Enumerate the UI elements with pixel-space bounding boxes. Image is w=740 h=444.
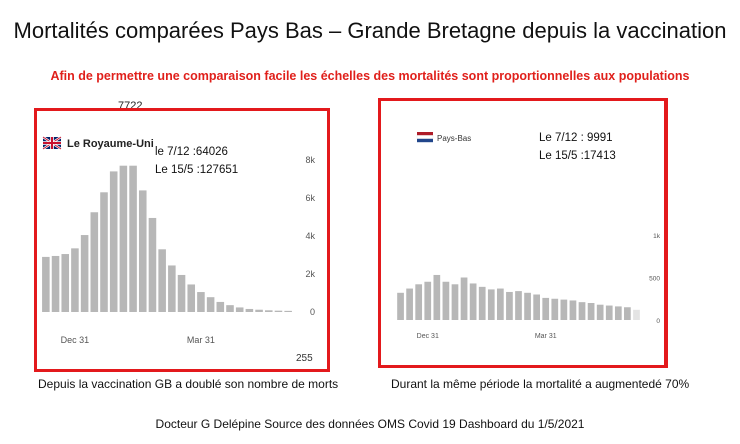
footer-source: Docteur G Delépine Source des données OM…	[155, 417, 585, 431]
gb-bar	[274, 310, 283, 312]
nl-y-tick-label: 500	[649, 276, 660, 283]
nl-bar	[406, 288, 413, 320]
gb-bar	[206, 297, 215, 312]
nl-bar	[433, 274, 441, 320]
gb-bar	[177, 274, 186, 312]
gb-bar	[158, 249, 166, 312]
gb-bar	[61, 254, 70, 312]
gb-bar	[100, 192, 108, 312]
uk-country-label: Le Royaume-Uni	[67, 138, 154, 150]
uk-stray-bottom-label: 255	[296, 353, 313, 364]
netherlands-caption: Durant la même période la mortalité a au…	[391, 377, 690, 391]
uk-caption: Depuis la vaccination GB a doublé son no…	[38, 377, 339, 391]
gb-bar	[42, 256, 50, 312]
nl-bar	[569, 300, 577, 320]
nl-bar	[605, 305, 613, 320]
nl-bar	[506, 291, 513, 320]
gb-y-tick-label: 6k	[305, 193, 315, 203]
gb-bar	[109, 171, 118, 312]
nl-bar	[551, 298, 559, 320]
gb-bar	[264, 310, 273, 312]
gb-y-tick-label: 2k	[305, 269, 315, 279]
gb-bar	[80, 235, 89, 312]
gb-bar	[168, 265, 176, 312]
nl-bar	[614, 306, 622, 320]
nl-bar	[624, 307, 631, 320]
nl-bar	[469, 283, 477, 320]
gb-bar	[226, 305, 234, 312]
nl-bar	[496, 288, 504, 320]
gb-bar	[138, 190, 147, 312]
netherlands-chart: Pays-Bas Le 7/12 : 9991 Le 15/5 :17413 1…	[397, 132, 661, 340]
nl-y-tick-label: 1k	[653, 233, 661, 240]
gb-x-tick-label: Dec 31	[61, 335, 90, 345]
gb-y-tick-label: 4k	[305, 231, 315, 241]
netherlands-annotation-1: Le 7/12 : 9991	[539, 132, 613, 144]
nl-bar	[397, 292, 404, 320]
nl-bar	[533, 294, 540, 320]
gb-bar	[129, 165, 137, 312]
nl-bar	[578, 302, 586, 320]
nl-bar	[460, 277, 468, 320]
netherlands-annotation-2: Le 15/5 :17413	[539, 150, 616, 162]
gb-bar	[197, 292, 205, 312]
gb-y-tick-label: 8k	[305, 155, 315, 165]
nl-bar	[515, 291, 522, 320]
nl-bar	[478, 286, 486, 320]
nl-bar	[451, 284, 459, 320]
nl-bar	[415, 284, 423, 320]
gb-bar	[148, 217, 157, 312]
nl-bar	[596, 304, 604, 320]
netherlands-chart-panel: Pays-Bas Le 7/12 : 9991 Le 15/5 :17413 1…	[378, 98, 668, 368]
nl-bar	[560, 299, 568, 320]
gb-y-tick-label: 0	[310, 307, 315, 317]
gb-bar	[119, 165, 128, 312]
nl-bar	[424, 281, 432, 320]
gb-bar	[284, 310, 292, 312]
gb-bar	[51, 255, 60, 312]
netherlands-flag-icon	[416, 132, 434, 143]
uk-annotation-1: le 7/12 :64026	[155, 146, 228, 158]
gb-bar	[245, 308, 254, 312]
netherlands-country-label: Pays-Bas	[437, 134, 471, 143]
nl-bar	[524, 292, 531, 320]
nl-x-tick-label: Mar 31	[535, 333, 557, 340]
uk-annotation-2: Le 15/5 :127651	[155, 164, 238, 176]
nl-x-tick-label: Dec 31	[417, 333, 439, 340]
nl-bar	[587, 303, 595, 320]
nl-bar	[633, 309, 640, 320]
gb-bar	[216, 301, 225, 312]
nl-bar	[442, 281, 450, 320]
uk-flag-icon	[42, 136, 62, 150]
uk-chart-panel: Le Royaume-Uni le 7/12 :64026 Le 15/5 :1…	[34, 108, 330, 372]
gb-bar	[187, 284, 196, 312]
uk-chart: Le Royaume-Uni le 7/12 :64026 Le 15/5 :1…	[42, 136, 315, 345]
gb-x-tick-label: Mar 31	[187, 335, 215, 345]
page-title: Mortalités comparées Pays Bas – Grande B…	[13, 18, 727, 43]
page-subtitle: Afin de permettre une comparaison facile…	[50, 69, 690, 83]
gb-bar	[235, 307, 244, 312]
nl-bar	[542, 297, 550, 320]
gb-bar	[90, 212, 99, 312]
gb-bar	[71, 248, 79, 312]
nl-bar	[487, 289, 495, 320]
gb-bar	[255, 309, 263, 312]
nl-y-tick-label: 0	[656, 318, 660, 325]
